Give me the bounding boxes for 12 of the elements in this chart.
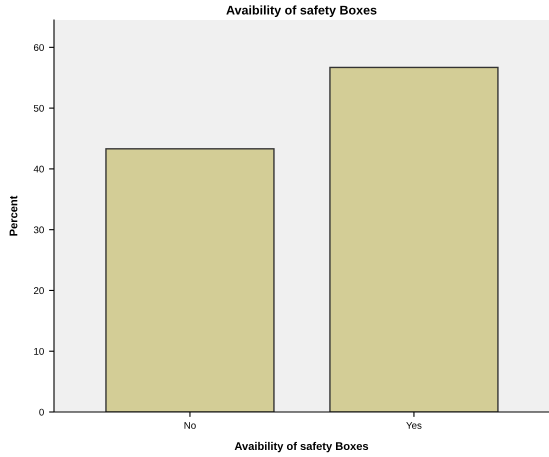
- y-tick-label: 10: [34, 348, 44, 355]
- y-tick-label: 0: [39, 408, 44, 416]
- x-tick-label: Yes: [406, 422, 422, 429]
- y-tick-label: 20: [34, 287, 44, 294]
- y-tick-label: 50: [34, 104, 44, 112]
- chart-title: Avaibility of safety Boxes: [226, 5, 376, 18]
- y-tick-label: 60: [34, 44, 44, 51]
- y-tick-label: 30: [34, 226, 44, 234]
- x-tick-label: No: [184, 422, 196, 429]
- y-tick-label: 40: [34, 166, 44, 173]
- x-axis-title: Avaibility of safety Boxes: [234, 442, 368, 452]
- y-axis-title: Percent: [10, 196, 18, 236]
